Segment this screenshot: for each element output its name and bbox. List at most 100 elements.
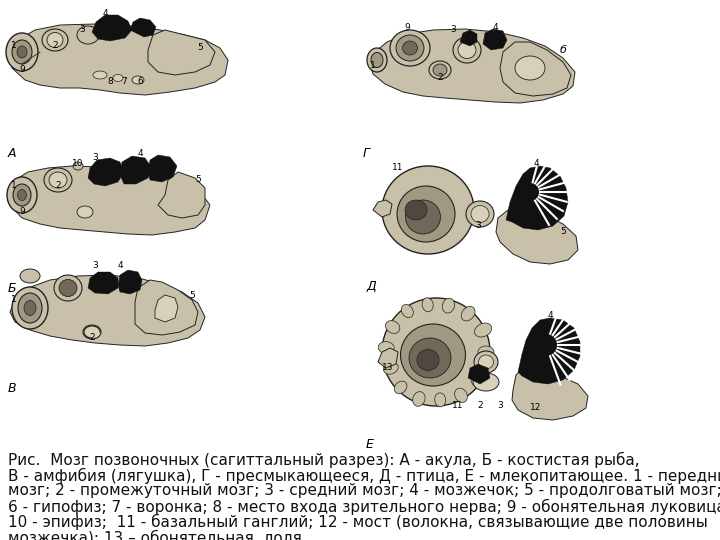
Text: 2: 2	[477, 401, 483, 409]
Text: 1: 1	[370, 62, 376, 71]
Text: 1: 1	[11, 42, 17, 51]
Text: Е: Е	[366, 438, 374, 451]
Polygon shape	[483, 29, 507, 50]
Text: Г: Г	[363, 147, 370, 160]
Ellipse shape	[7, 177, 37, 213]
Polygon shape	[148, 30, 215, 75]
Text: 4: 4	[102, 9, 108, 17]
Ellipse shape	[382, 298, 490, 406]
Ellipse shape	[73, 162, 83, 170]
Ellipse shape	[18, 293, 42, 323]
Ellipse shape	[409, 338, 451, 378]
Ellipse shape	[454, 388, 467, 402]
Text: 11: 11	[452, 401, 464, 409]
Text: б: б	[560, 45, 567, 55]
Text: 4: 4	[547, 310, 553, 320]
Ellipse shape	[382, 166, 474, 254]
Ellipse shape	[13, 184, 31, 206]
Text: Рис.  Мозг позвоночных (сагиттальный разрез): А - акула, Б - костистая рыба,: Рис. Мозг позвоночных (сагиттальный разр…	[8, 452, 639, 468]
Ellipse shape	[77, 206, 93, 218]
Ellipse shape	[20, 269, 40, 283]
Polygon shape	[88, 272, 118, 294]
Ellipse shape	[77, 26, 99, 44]
Text: В - амфибия (лягушка), Г - пресмыкающееся, Д - птица, Е - млекопитающее. 1 - пер: В - амфибия (лягушка), Г - пресмыкающеес…	[8, 468, 720, 484]
Ellipse shape	[12, 287, 48, 329]
Ellipse shape	[473, 373, 499, 391]
Ellipse shape	[402, 41, 418, 55]
Polygon shape	[130, 18, 156, 37]
Ellipse shape	[458, 42, 476, 58]
Text: 5: 5	[195, 176, 201, 185]
Text: 3: 3	[497, 401, 503, 409]
Ellipse shape	[442, 298, 454, 313]
Polygon shape	[506, 166, 568, 230]
Text: 12: 12	[531, 403, 541, 413]
Ellipse shape	[478, 355, 492, 366]
Ellipse shape	[417, 349, 439, 370]
Text: 10 - эпифиз;  11 - базальный ганглий; 12 - мост (волокна, связывающие две полови: 10 - эпифиз; 11 - базальный ганглий; 12 …	[8, 514, 708, 530]
Text: 2: 2	[52, 42, 58, 51]
Text: 2: 2	[437, 73, 443, 83]
Text: В: В	[8, 382, 17, 395]
Text: А: А	[8, 147, 17, 160]
Polygon shape	[155, 295, 178, 322]
Text: 13: 13	[382, 363, 394, 373]
Polygon shape	[496, 210, 578, 264]
Text: 4: 4	[117, 260, 123, 269]
Ellipse shape	[49, 172, 67, 188]
Ellipse shape	[42, 29, 68, 51]
Text: 2: 2	[89, 334, 95, 342]
Text: 9: 9	[404, 24, 410, 32]
Polygon shape	[378, 348, 398, 368]
Ellipse shape	[371, 52, 383, 68]
Text: 3: 3	[79, 25, 85, 35]
Polygon shape	[460, 30, 477, 46]
Text: 11: 11	[392, 163, 404, 172]
Polygon shape	[512, 365, 588, 420]
Text: 5: 5	[197, 44, 203, 52]
Text: 2: 2	[55, 181, 60, 191]
Ellipse shape	[474, 323, 492, 337]
Ellipse shape	[54, 275, 82, 301]
Ellipse shape	[422, 298, 433, 312]
Polygon shape	[370, 29, 575, 103]
Polygon shape	[120, 156, 152, 184]
Ellipse shape	[433, 64, 447, 76]
Polygon shape	[500, 42, 571, 96]
Ellipse shape	[395, 381, 407, 394]
Text: 5: 5	[560, 227, 566, 237]
Ellipse shape	[384, 363, 398, 374]
Ellipse shape	[17, 190, 27, 200]
Polygon shape	[118, 270, 142, 294]
Polygon shape	[373, 200, 392, 217]
Text: 6: 6	[137, 78, 143, 86]
Ellipse shape	[474, 351, 498, 373]
Ellipse shape	[367, 48, 387, 72]
Text: Д: Д	[366, 280, 376, 293]
Polygon shape	[518, 318, 580, 384]
Ellipse shape	[385, 321, 400, 333]
Text: 10: 10	[72, 159, 84, 168]
Text: 9: 9	[19, 65, 25, 75]
Polygon shape	[10, 24, 228, 95]
Polygon shape	[88, 158, 124, 186]
Ellipse shape	[397, 186, 455, 242]
Polygon shape	[10, 166, 210, 235]
Text: 1: 1	[11, 295, 17, 305]
Ellipse shape	[462, 307, 475, 321]
Ellipse shape	[429, 61, 451, 79]
Ellipse shape	[17, 46, 27, 58]
Text: 3: 3	[92, 260, 98, 269]
Text: 8: 8	[107, 78, 113, 86]
Ellipse shape	[405, 200, 427, 220]
Polygon shape	[92, 15, 132, 41]
Ellipse shape	[83, 325, 101, 339]
Ellipse shape	[471, 375, 486, 389]
Text: 5: 5	[189, 291, 195, 300]
Ellipse shape	[478, 346, 494, 358]
Ellipse shape	[6, 33, 38, 71]
Text: 6 - гипофиз; 7 - воронка; 8 - место входа зрительного нерва; 9 - обонятельная лу: 6 - гипофиз; 7 - воронка; 8 - место вход…	[8, 498, 720, 515]
Ellipse shape	[47, 32, 63, 48]
Text: 1: 1	[11, 180, 17, 190]
Text: 4: 4	[138, 150, 143, 159]
